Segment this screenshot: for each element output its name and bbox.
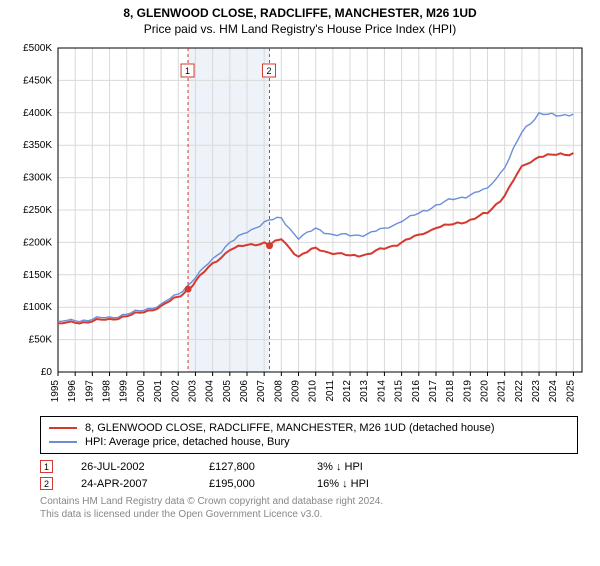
svg-text:2001: 2001 <box>153 380 164 403</box>
transaction-row: 2 24-APR-2007 £195,000 16% ↓ HPI <box>40 475 578 492</box>
legend-swatch <box>49 427 77 429</box>
svg-text:1: 1 <box>185 66 190 76</box>
svg-text:2014: 2014 <box>376 380 387 403</box>
transaction-price: £195,000 <box>209 478 289 490</box>
transaction-diff: 16% ↓ HPI <box>317 478 407 490</box>
legend-label: HPI: Average price, detached house, Bury <box>85 436 290 448</box>
legend: 8, GLENWOOD CLOSE, RADCLIFFE, MANCHESTER… <box>40 416 578 454</box>
svg-text:1997: 1997 <box>84 380 95 403</box>
transaction-price: £127,800 <box>209 461 289 473</box>
transaction-date: 24-APR-2007 <box>81 478 181 490</box>
svg-text:2011: 2011 <box>325 380 336 402</box>
svg-text:2004: 2004 <box>205 380 216 403</box>
page-subtitle: Price paid vs. HM Land Registry's House … <box>0 22 600 36</box>
svg-text:£400K: £400K <box>23 108 52 119</box>
svg-text:£0: £0 <box>41 367 53 378</box>
svg-text:2016: 2016 <box>411 380 422 403</box>
svg-text:2010: 2010 <box>308 380 319 403</box>
legend-item: 8, GLENWOOD CLOSE, RADCLIFFE, MANCHESTER… <box>49 421 569 435</box>
svg-text:2005: 2005 <box>222 380 233 403</box>
svg-text:2025: 2025 <box>565 380 576 403</box>
svg-text:£350K: £350K <box>23 140 52 151</box>
svg-text:2019: 2019 <box>462 380 473 403</box>
svg-text:2017: 2017 <box>428 380 439 403</box>
svg-text:2021: 2021 <box>497 380 508 403</box>
svg-text:£500K: £500K <box>23 43 52 54</box>
svg-text:2020: 2020 <box>480 380 491 403</box>
svg-text:2008: 2008 <box>273 380 284 403</box>
svg-text:1999: 1999 <box>119 380 130 403</box>
legend-label: 8, GLENWOOD CLOSE, RADCLIFFE, MANCHESTER… <box>85 422 495 434</box>
transaction-marker: 1 <box>40 460 53 473</box>
footnote-line: This data is licensed under the Open Gov… <box>40 509 578 522</box>
legend-swatch <box>49 441 77 443</box>
svg-text:2007: 2007 <box>256 380 267 403</box>
transaction-marker: 2 <box>40 477 53 490</box>
svg-text:£200K: £200K <box>23 237 52 248</box>
svg-text:2013: 2013 <box>359 380 370 403</box>
transaction-row: 1 26-JUL-2002 £127,800 3% ↓ HPI <box>40 458 578 475</box>
page-title: 8, GLENWOOD CLOSE, RADCLIFFE, MANCHESTER… <box>0 6 600 20</box>
svg-text:2002: 2002 <box>170 380 181 403</box>
svg-text:2012: 2012 <box>342 380 353 403</box>
svg-text:1998: 1998 <box>102 380 113 403</box>
price-chart: £0 £50K £100K £150K £200K £250K £300K £350K £400… <box>10 40 590 410</box>
transaction-date: 26-JUL-2002 <box>81 461 181 473</box>
svg-text:£450K: £450K <box>23 75 52 86</box>
footnote-line: Contains HM Land Registry data © Crown c… <box>40 496 578 509</box>
svg-text:£50K: £50K <box>29 335 53 346</box>
svg-text:2015: 2015 <box>394 380 405 403</box>
svg-text:2: 2 <box>266 66 271 76</box>
svg-text:2006: 2006 <box>239 380 250 403</box>
svg-text:£100K: £100K <box>23 302 52 313</box>
svg-text:2018: 2018 <box>445 380 456 403</box>
legend-item: HPI: Average price, detached house, Bury <box>49 435 569 449</box>
svg-text:£250K: £250K <box>23 205 52 216</box>
transaction-diff: 3% ↓ HPI <box>317 461 407 473</box>
svg-text:2003: 2003 <box>187 380 198 403</box>
svg-text:£150K: £150K <box>23 270 52 281</box>
svg-text:1995: 1995 <box>50 380 61 403</box>
svg-text:2000: 2000 <box>136 380 147 403</box>
svg-text:2024: 2024 <box>548 380 559 403</box>
svg-text:2023: 2023 <box>531 380 542 403</box>
transaction-table: 1 26-JUL-2002 £127,800 3% ↓ HPI 2 24-APR-2007… <box>40 458 578 492</box>
svg-text:£300K: £300K <box>23 173 52 184</box>
svg-text:2022: 2022 <box>514 380 525 403</box>
footnote: Contains HM Land Registry data © Crown c… <box>40 496 578 521</box>
svg-text:2009: 2009 <box>291 380 302 403</box>
svg-text:1996: 1996 <box>67 380 78 403</box>
